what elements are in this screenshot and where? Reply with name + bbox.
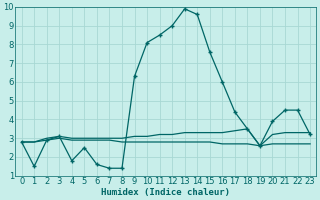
X-axis label: Humidex (Indice chaleur): Humidex (Indice chaleur) [101, 188, 230, 197]
